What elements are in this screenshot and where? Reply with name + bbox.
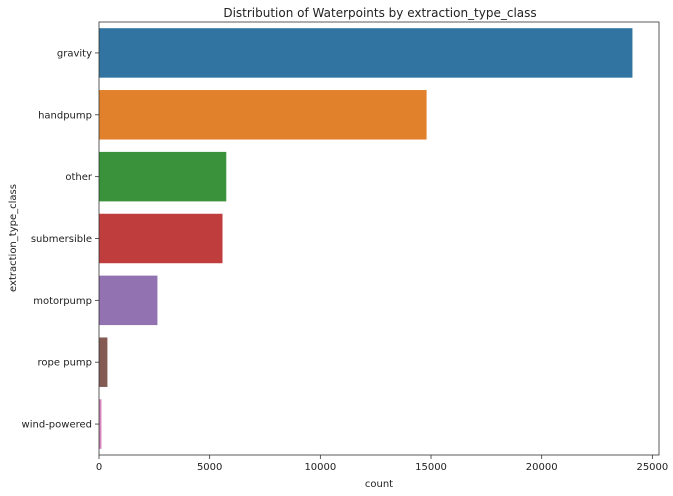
x-tick-label: 0 [96, 462, 102, 473]
x-axis-label: count [365, 479, 393, 490]
y-axis-ticks: gravity handpump other submersible motorpump… [22, 48, 99, 431]
bar-submersible [99, 213, 223, 264]
plot-frame [98, 21, 660, 456]
bar-handpump [99, 90, 427, 140]
chart-title: Distribution of Waterpoints by extractio… [223, 6, 536, 20]
y-tick-label: other [65, 172, 93, 183]
y-tick-label: submersible [31, 234, 92, 245]
y-axis-label: extraction_type_class [8, 184, 19, 292]
y-tick-label: wind-powered [22, 420, 92, 431]
bar-other [99, 151, 227, 202]
x-tick-label: 5000 [197, 462, 222, 473]
bar-rope-pump [99, 337, 108, 387]
x-axis-ticks: 0 5000 10000 15000 20000 25000 [96, 455, 668, 473]
x-tick-label: 10000 [304, 462, 336, 473]
bars [99, 28, 633, 449]
bar-gravity [99, 28, 633, 78]
bar-motorpump [99, 275, 158, 326]
x-tick-label: 15000 [415, 462, 447, 473]
y-tick-label: rope pump [38, 358, 92, 369]
y-tick-label: handpump [38, 110, 92, 121]
x-tick-label: 25000 [636, 462, 668, 473]
y-tick-label: motorpump [33, 296, 92, 307]
y-tick-label: gravity [57, 48, 92, 59]
x-tick-label: 20000 [526, 462, 558, 473]
bar-wind-powered [99, 399, 102, 449]
